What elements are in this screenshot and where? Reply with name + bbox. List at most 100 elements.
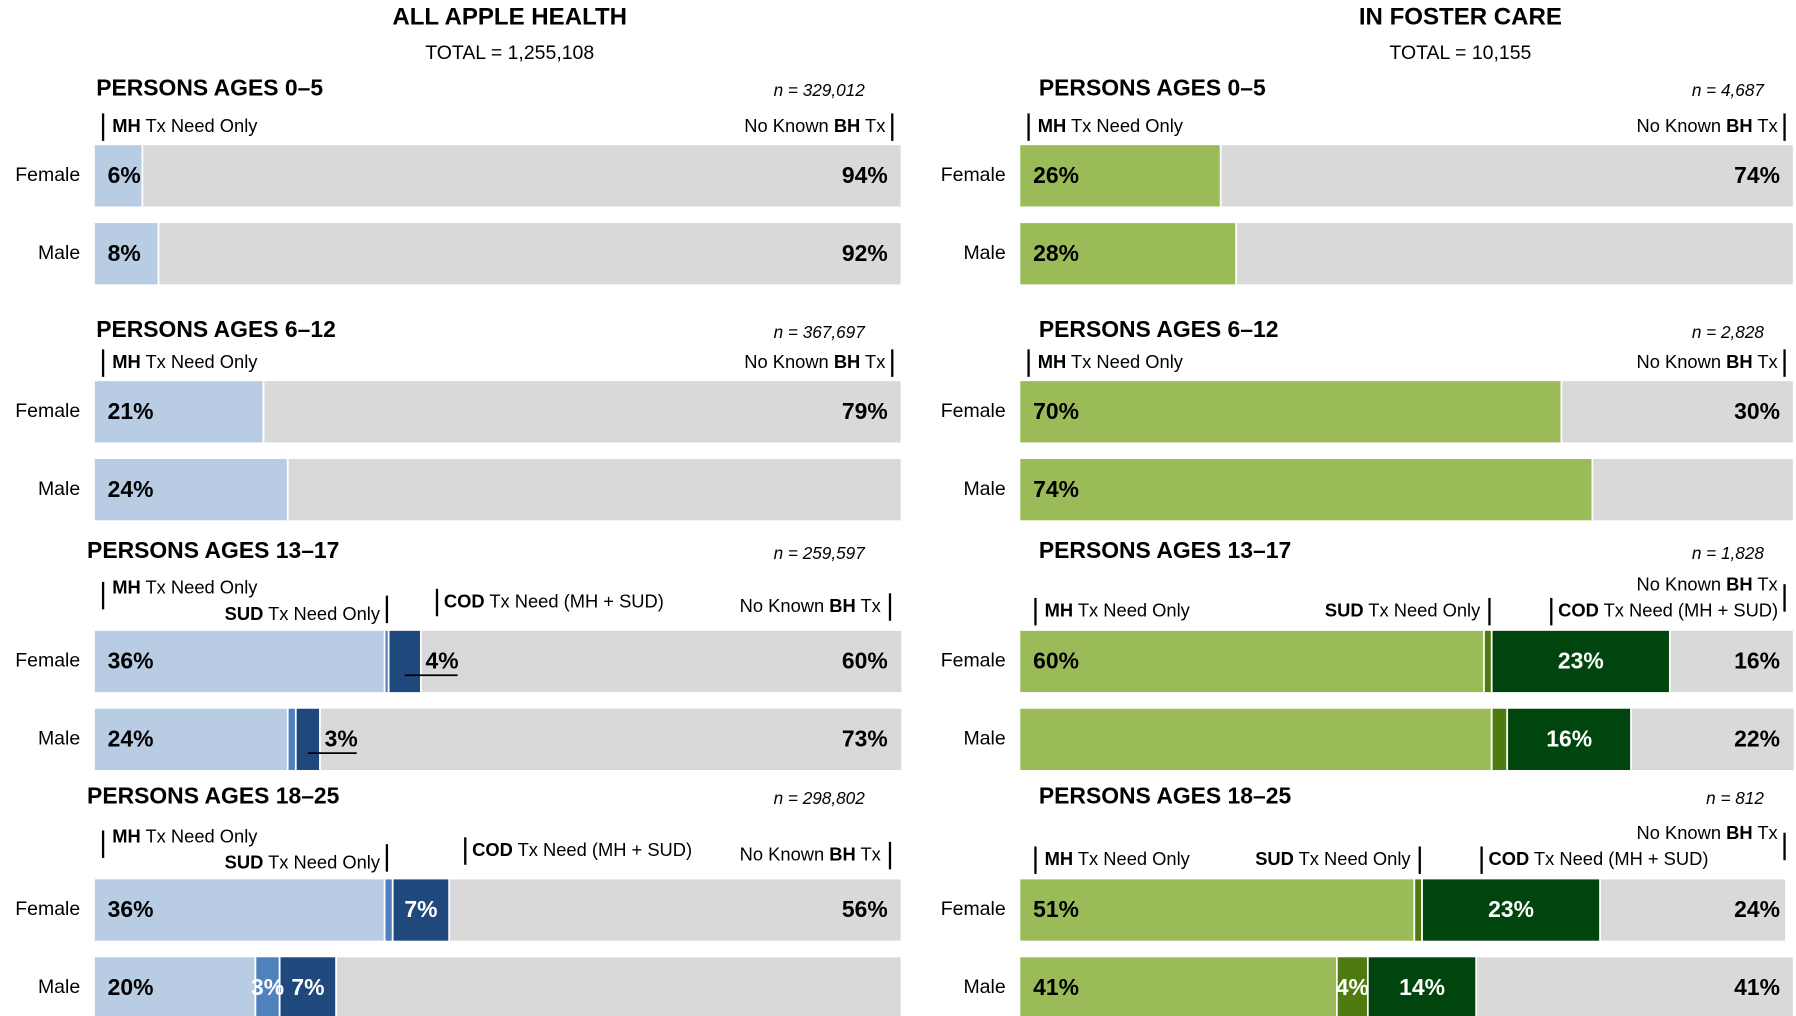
category-label: Male (963, 242, 1005, 264)
legend-entry: No Known BH Tx (1637, 115, 1778, 136)
legend-text: No Known (1637, 351, 1727, 372)
bar-segment (1366, 955, 1478, 1016)
legend-entry: MH Tx Need Only (112, 825, 258, 846)
value-label: 74% (1734, 162, 1780, 188)
legend-entry: MH Tx Need Only (1038, 115, 1184, 136)
group-title: PERSONS AGES 18–25 (87, 782, 340, 808)
bar-segment (391, 877, 451, 943)
legend-text: COD (1488, 848, 1529, 869)
legend-text: Tx Need Only (263, 851, 381, 872)
value-label: 26% (1033, 162, 1079, 188)
group-n: n = 4,687 (1692, 80, 1766, 100)
legend-entry: No Known BH Tx (740, 595, 881, 616)
group-title: PERSONS AGES 13–17 (1039, 537, 1291, 563)
legend-text: Tx Need Only (263, 603, 381, 624)
value-label: 73% (842, 726, 888, 752)
bar-segment (387, 629, 422, 694)
legend-text: Tx Need Only (1066, 115, 1184, 136)
bar-segment (93, 221, 160, 287)
group-n: n = 2,828 (1692, 322, 1765, 342)
category-label: Female (15, 898, 80, 920)
value-label: 24% (108, 726, 154, 752)
bar-row (93, 629, 902, 694)
value-label: 7% (404, 896, 437, 922)
legend-entry: SUD Tx Need Only (1325, 600, 1481, 621)
category-label: Female (15, 400, 80, 422)
legend-entry: No Known BH Tx (744, 115, 885, 136)
bar-segment (1668, 629, 1794, 694)
group-n: n = 367,697 (774, 322, 867, 342)
category-label: Female (15, 164, 80, 186)
category-label: Male (38, 242, 80, 264)
bar-segment (1019, 221, 1238, 287)
bar-row (1019, 877, 1787, 943)
value-label: 79% (842, 398, 888, 424)
group-n: n = 298,802 (774, 788, 866, 808)
bar-segment (93, 457, 289, 523)
value-label: 14% (1399, 974, 1445, 1000)
legend-text: COD (472, 839, 513, 860)
legend-text: BH (834, 115, 860, 136)
bar-segment (1336, 955, 1369, 1016)
bar-segment (286, 707, 297, 772)
legend-text: BH (834, 351, 860, 372)
bar-segment (1019, 877, 1416, 943)
panel-title: ALL APPLE HEALTH (392, 4, 627, 31)
legend-text: No Known (1637, 573, 1727, 594)
value-label: 22% (1734, 726, 1780, 752)
value-label: 7% (291, 974, 324, 1000)
bar-row (93, 955, 902, 1016)
legend-text: No Known (1637, 822, 1727, 843)
group-n: n = 1,828 (1692, 543, 1765, 563)
group-title: PERSONS AGES 0–5 (96, 74, 323, 100)
legend-entry: No Known BH Tx (1637, 351, 1778, 372)
legend-entry: SUD Tx Need Only (225, 603, 381, 624)
legend-text: Tx (856, 595, 881, 616)
legend-entry: MH Tx Need Only (112, 577, 258, 598)
group-n: n = 259,597 (774, 543, 867, 563)
legend-text: Tx Need Only (141, 825, 259, 846)
legend-entry: SUD Tx Need Only (225, 851, 381, 872)
legend-entry: MH Tx Need Only (1038, 351, 1184, 372)
category-label: Male (38, 728, 80, 750)
bar-row (1019, 221, 1794, 287)
legend-text: No Known (740, 595, 830, 616)
bar-segment (1413, 877, 1423, 943)
legend-entry: SUD Tx Need Only (1255, 848, 1411, 869)
legend-text: SUD (1255, 848, 1294, 869)
legend-text: COD (1558, 600, 1599, 621)
legend-text: MH (112, 351, 140, 372)
value-label: 23% (1488, 896, 1534, 922)
legend-text: Tx (1753, 115, 1778, 136)
legend-entry: No Known BH Tx (744, 351, 885, 372)
bar-row (1019, 629, 1794, 694)
bar-segment (278, 955, 338, 1016)
value-label: 24% (108, 476, 154, 502)
category-label: Male (963, 728, 1005, 750)
bar-segment (93, 955, 257, 1016)
legend-text: MH (1038, 351, 1066, 372)
legend-text: MH (112, 115, 140, 136)
bar-segment (1591, 457, 1794, 523)
value-label: 30% (1734, 398, 1780, 424)
bar-row (1019, 379, 1794, 445)
legend-text: MH (1038, 115, 1066, 136)
legend-entry: COD Tx Need (MH + SUD) (472, 839, 692, 860)
bar-segment (1630, 707, 1794, 772)
bar-segment (1475, 955, 1794, 1016)
bar-segment (1490, 707, 1509, 772)
legend-text: BH (1726, 573, 1752, 594)
group-title: PERSONS AGES 0–5 (1039, 74, 1266, 100)
group-title: PERSONS AGES 6–12 (1039, 316, 1279, 342)
legend-text: MH (112, 577, 140, 598)
category-label: Female (15, 650, 80, 672)
group-title: PERSONS AGES 18–25 (1039, 782, 1292, 808)
value-label: 70% (1033, 398, 1079, 424)
bar-segment (1019, 457, 1594, 523)
group-title: PERSONS AGES 6–12 (96, 316, 336, 342)
value-label: 36% (108, 648, 154, 674)
bar-row (93, 143, 902, 209)
group-title: PERSONS AGES 13–17 (87, 537, 339, 563)
legend-text: Tx Need Only (1073, 848, 1191, 869)
legend-entry: MH Tx Need Only (1045, 600, 1191, 621)
